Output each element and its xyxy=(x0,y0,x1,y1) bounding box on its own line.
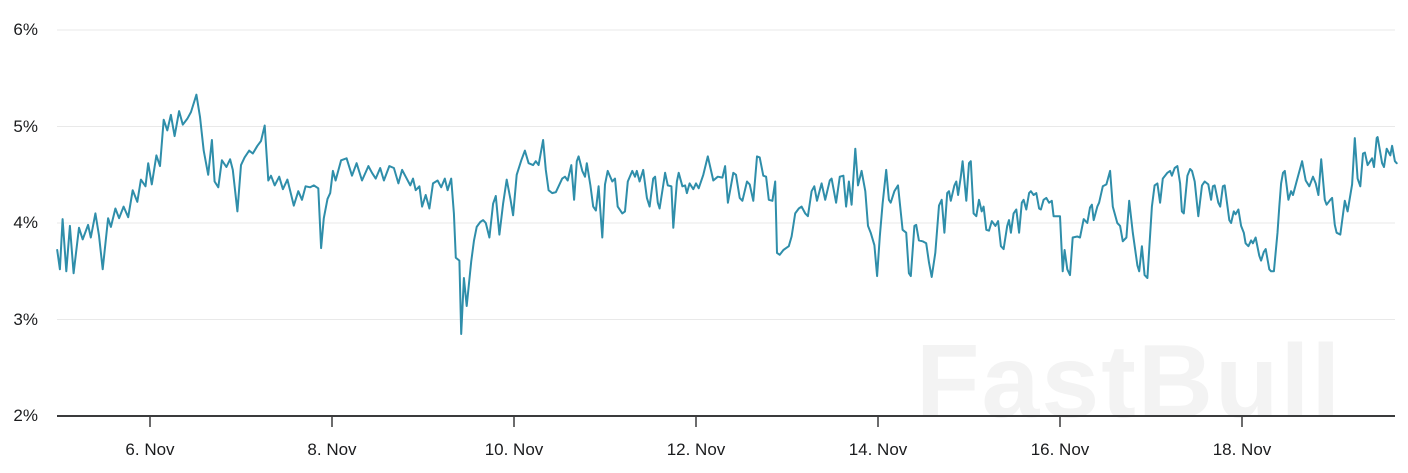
x-axis-label: 12. Nov xyxy=(666,440,726,459)
x-axis-label: 6. Nov xyxy=(125,440,175,459)
y-axis-label: 5% xyxy=(13,116,38,136)
data-line xyxy=(56,93,1398,335)
y-axis-label: 3% xyxy=(13,309,38,329)
x-axis-label: 16. Nov xyxy=(1030,440,1090,459)
x-axis-label: 10. Nov xyxy=(484,440,544,459)
x-axis-label: 8. Nov xyxy=(307,440,357,459)
y-axis-label: 6% xyxy=(13,20,38,39)
y-axis-label: 4% xyxy=(13,213,38,232)
y-axis-label: 2% xyxy=(13,406,38,425)
x-axis-label: 14. Nov xyxy=(848,440,908,459)
x-axis-label: 18. Nov xyxy=(1212,440,1272,459)
